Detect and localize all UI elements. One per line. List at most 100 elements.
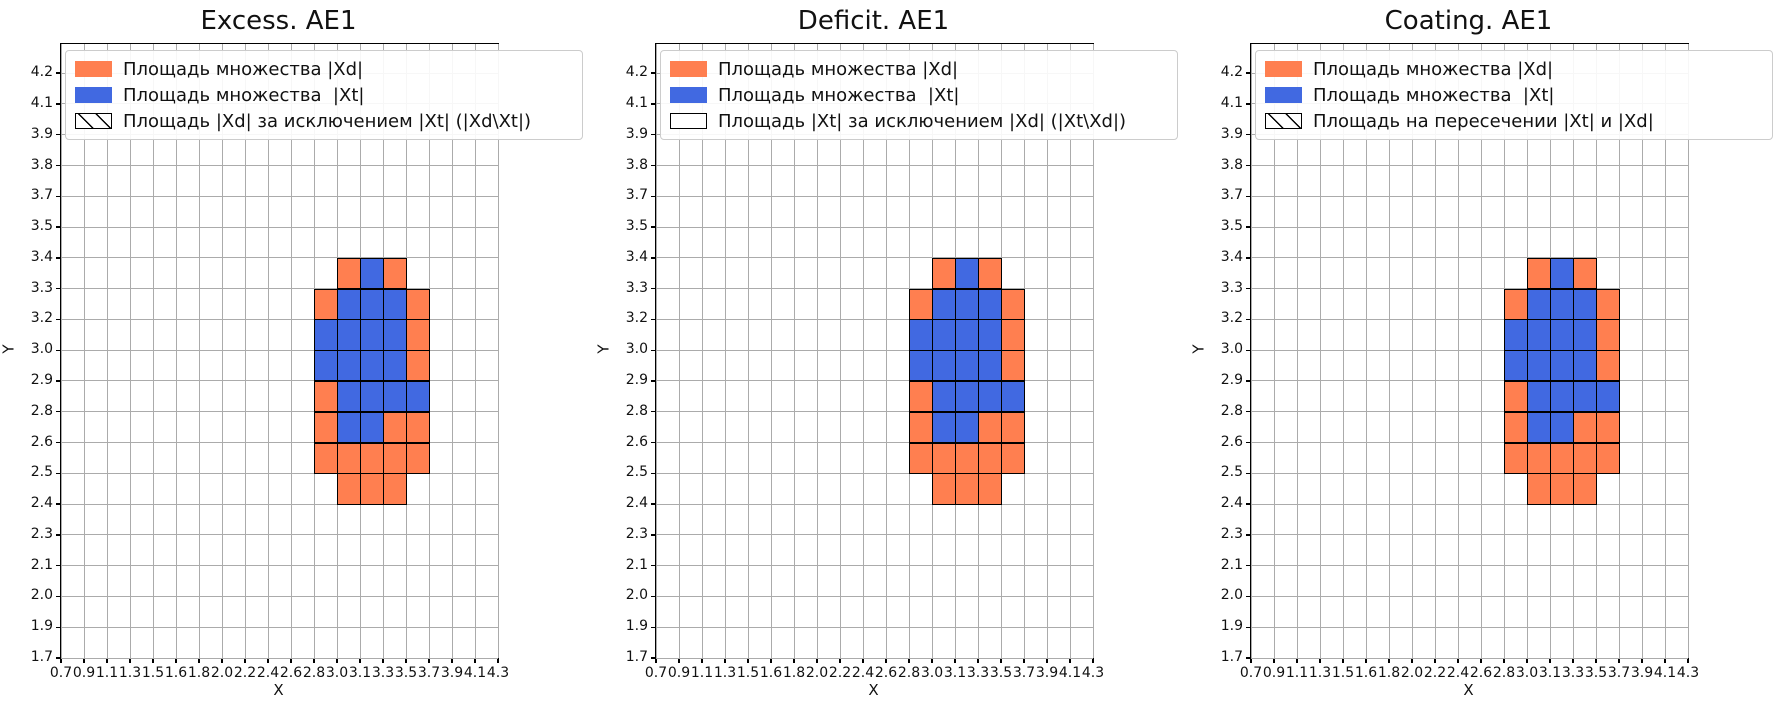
xt-cell (360, 411, 384, 444)
xt-cell (360, 288, 384, 320)
gridline-horizontal (1251, 534, 1688, 536)
xd-cell (383, 411, 407, 444)
xd-cell (337, 473, 361, 505)
legend-item-xt: Площадь множества |Xt| (1265, 82, 1763, 108)
x-tick-mark (1526, 658, 1528, 663)
y-tick-label: 3.8 (1220, 156, 1243, 173)
xd-cell (314, 442, 338, 474)
plot-area: 0.7 0.9 1.1 1.3 1.5 1.6 1.8 2.0 2.2 2.4 2.6 2.8 3.0 3… (626, 43, 1178, 681)
x-tick-mark (977, 658, 979, 663)
y-tick-label: 2.9 (1220, 371, 1243, 388)
y-tick-mark (56, 411, 61, 413)
y-tick-label: 2.4 (1220, 495, 1243, 512)
gridline-vertical (839, 44, 841, 658)
xt-cell (909, 350, 933, 382)
y-tick-label: 3.8 (30, 156, 53, 173)
y-tick-mark (651, 103, 656, 105)
x-tick-label: 0.7 (49, 665, 73, 681)
legend-label: Площадь множества |Xd| (718, 58, 959, 80)
xd-cell (360, 473, 384, 505)
legend-swatch-xd (1265, 61, 1302, 77)
subplot-excess: Excess. AE1 Y 0.7 0.9 1.1 1.3 1.5 1.6 1.8 2.0 2.… (0, 0, 595, 709)
y-tick-mark (56, 103, 61, 105)
legend-item-xd: Площадь множества |Xd| (670, 56, 1168, 82)
xt-cell (932, 380, 956, 413)
gridline-horizontal (1251, 411, 1688, 413)
xt-cell (383, 350, 407, 382)
x-tick-label: 3.1 (348, 665, 372, 681)
xt-cell (955, 411, 979, 444)
gridline-vertical (451, 44, 453, 658)
x-tick-label: 3.7 (1607, 665, 1631, 681)
xd-cell (909, 442, 933, 474)
x-tick-mark (152, 658, 154, 663)
xt-cell (955, 257, 979, 290)
xd-cell (360, 442, 384, 474)
xt-cell (337, 319, 361, 351)
x-tick-mark (1572, 658, 1574, 663)
x-tick-mark (816, 658, 818, 663)
xt-cell (314, 350, 338, 382)
gridline-vertical (83, 44, 85, 658)
y-tick-label: 3.9 (30, 125, 53, 142)
xt-cell (1550, 257, 1574, 290)
legend-swatch-xd (670, 61, 707, 77)
x-tick-mark (1595, 658, 1597, 663)
legend-label: Площадь множества |Xt| (123, 84, 365, 106)
subplot-coating: Coating. AE1 Y 0.7 0.9 1.1 1.3 1.5 1.6 1.8 2.0 2… (1190, 0, 1785, 709)
gridline-horizontal (61, 226, 498, 228)
xt-cell (383, 319, 407, 351)
xd-cell (1596, 442, 1620, 474)
xd-cell (1001, 350, 1025, 382)
xt-cell (1527, 411, 1551, 444)
xt-cell (909, 319, 933, 351)
xt-cell (1550, 319, 1574, 351)
y-tick-mark (56, 595, 61, 598)
xd-cell (337, 442, 361, 474)
xt-cell (1550, 411, 1574, 444)
y-tick-mark (651, 195, 656, 197)
gridline-vertical (1664, 44, 1666, 658)
y-tick-label: 3.3 (30, 279, 53, 296)
xt-cell (360, 380, 384, 413)
xd-cell (406, 288, 430, 320)
plot-title: Excess. AE1 (200, 6, 357, 36)
y-tick-label: 3.8 (625, 156, 648, 173)
y-tick-label: 4.1 (625, 94, 648, 111)
gridline-vertical (885, 44, 887, 658)
x-tick-label: 2.4 (256, 665, 280, 681)
y-tick-mark (651, 164, 656, 167)
gridline-horizontal (1251, 442, 1688, 444)
x-tick-mark (1069, 658, 1071, 663)
y-tick-label: 4.2 (1220, 64, 1243, 81)
x-axis-label: X (1463, 681, 1474, 699)
xt-cell (406, 380, 430, 413)
y-tick-label: 2.5 (1220, 464, 1243, 481)
x-tick-mark (428, 658, 430, 663)
gridline-vertical (1411, 44, 1413, 658)
y-tick-mark (1246, 503, 1251, 505)
xt-cell (1527, 319, 1551, 351)
gridline-vertical (175, 44, 177, 658)
gridline-vertical (701, 44, 703, 658)
gridline-horizontal (61, 257, 498, 259)
gridline-vertical (1092, 44, 1094, 658)
legend-label: Площадь |Xd| за исключением |Xt| (|Xd\Xt… (123, 110, 532, 132)
gridline-vertical (129, 44, 131, 658)
gridline-horizontal (1251, 257, 1688, 259)
legend-label: Площадь множества |Xt| (718, 84, 960, 106)
x-tick-mark (931, 658, 933, 663)
gridline-horizontal (656, 534, 1093, 536)
y-tick-label: 2.4 (625, 495, 648, 512)
xt-cell (932, 411, 956, 444)
gridline-vertical (497, 44, 499, 658)
x-tick-mark (1342, 658, 1344, 663)
x-tick-mark (244, 658, 246, 663)
gridline-vertical (152, 44, 154, 658)
xd-cell (406, 319, 430, 351)
y-tick-mark (56, 441, 61, 444)
xd-cell (909, 288, 933, 320)
xd-cell (1573, 442, 1597, 474)
gridline-horizontal (61, 657, 498, 659)
x-tick-mark (175, 658, 177, 663)
